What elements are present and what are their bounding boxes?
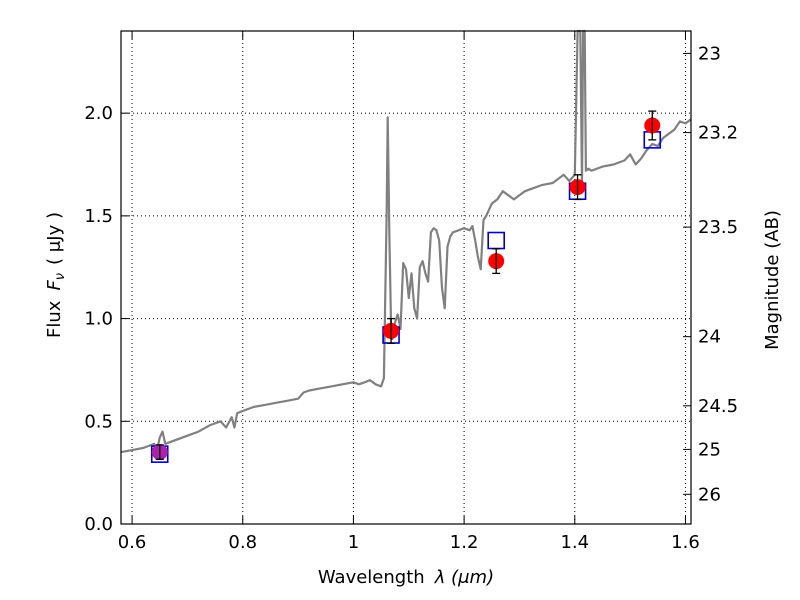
model-spectrum (120, 29, 692, 454)
x-tick-label: 0.6 (118, 532, 147, 553)
x-axis-title-math: λ (μm) (434, 567, 494, 588)
x-tick-label: 1.2 (450, 532, 479, 553)
x-tick-label: 1 (348, 532, 359, 553)
y2-tick-label: 23.5 (698, 217, 738, 238)
model-photometry-square (487, 231, 506, 250)
y-axis: 0.0 0.5 1.0 1.5 2.0 (84, 103, 129, 535)
y-axis-title-unit: ( μJy ) (44, 212, 65, 265)
y2-tick-label: 24 (698, 327, 721, 348)
y-tick-label: 0.0 (84, 514, 113, 535)
photometry-markers (150, 110, 662, 463)
y2-axis-title: Magnitude (AB) (762, 210, 783, 350)
y-tick-label: 0.5 (84, 411, 113, 432)
y-axis-title-text: Flux (44, 300, 65, 338)
y-axis-title-math: F (44, 280, 65, 291)
x-tick-label: 1.6 (671, 532, 700, 553)
x-axis-title: Wavelength λ (μm) (318, 567, 494, 588)
y2-tick-label: 25 (698, 439, 721, 460)
y-tick-label: 1.5 (84, 206, 113, 227)
x-axis-title-text: Wavelength (318, 567, 425, 588)
x-tick-label: 0.8 (228, 532, 257, 553)
y2-tick-label: 24.5 (698, 396, 738, 417)
x-tick-label: 1.4 (560, 532, 589, 553)
x-axis: 0.6 0.8 1 1.2 1.4 1.6 (118, 31, 700, 553)
y2-tick-label: 23.2 (698, 123, 738, 144)
model-spectrum-line (120, 29, 692, 454)
y-axis-title-sub: ν (53, 273, 68, 280)
y2-tick-label: 23 (698, 43, 721, 64)
plot-frame (120, 30, 692, 525)
y-tick-label: 1.0 (84, 309, 113, 330)
y-axis-title: Flux Fν ( μJy ) (44, 212, 68, 338)
y2-axis: 23 23.2 23.5 24 24.5 25 26 (683, 43, 738, 505)
y2-tick-label: 26 (698, 484, 721, 505)
y-tick-label: 2.0 (84, 103, 113, 124)
